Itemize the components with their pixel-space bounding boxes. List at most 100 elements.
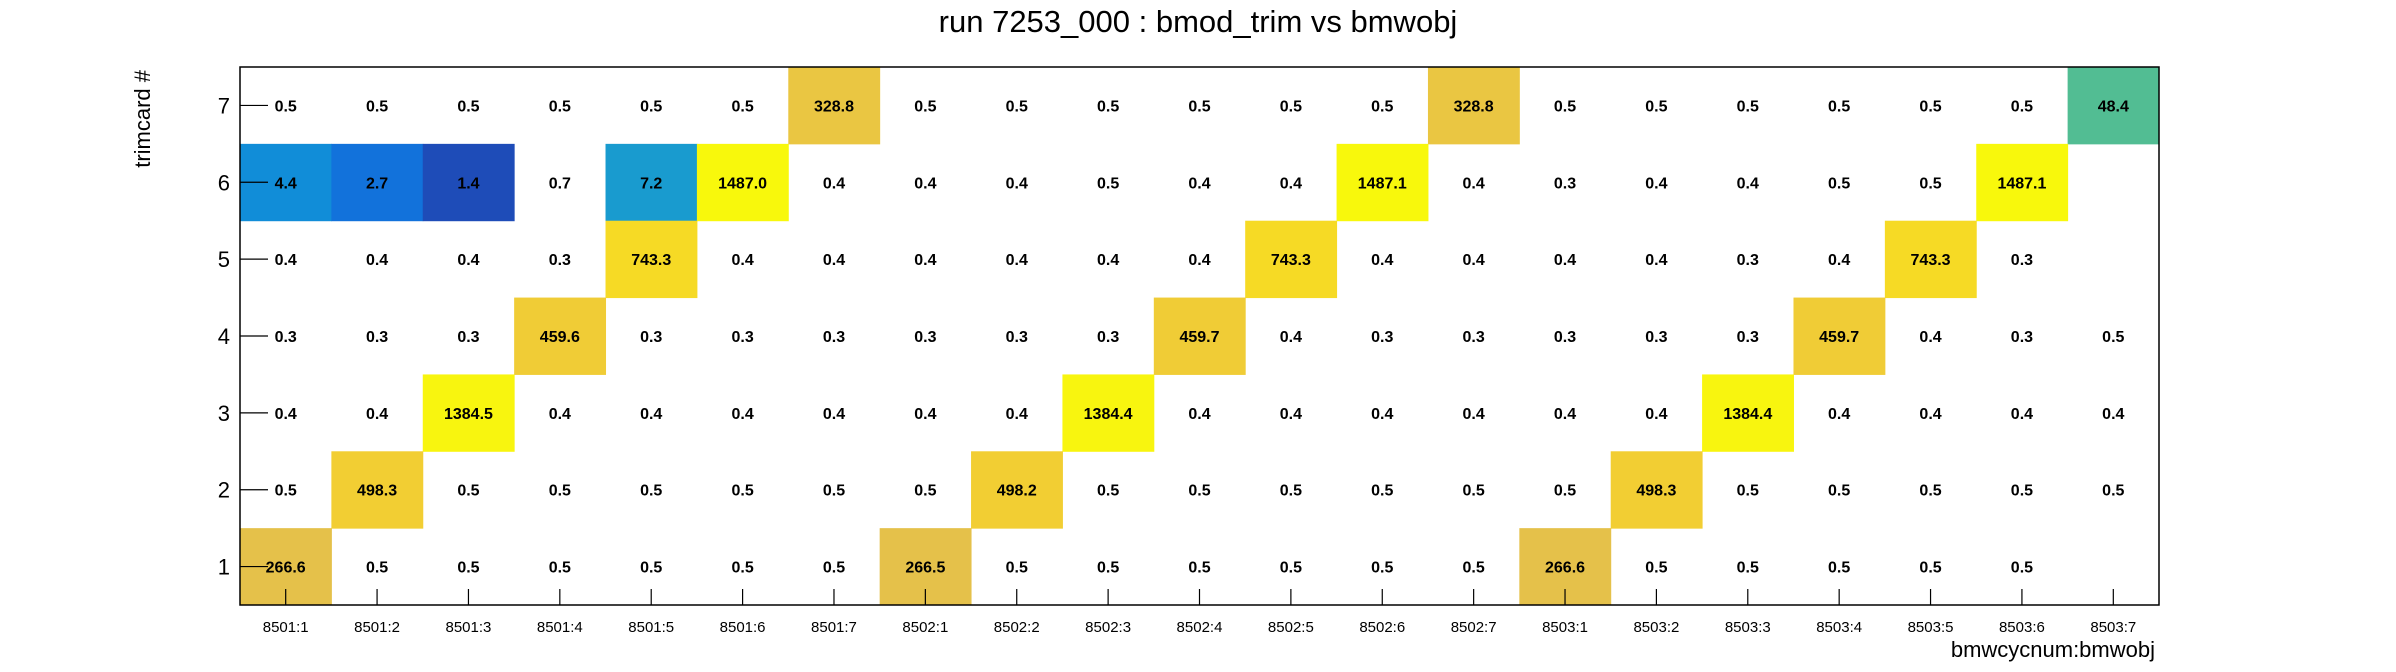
cell-value-label: 0.5 [1919, 98, 1941, 115]
cell-value-label: 0.5 [2011, 560, 2033, 577]
cell-value-label: 0.5 [1919, 560, 1941, 577]
heatmap-cells: 0.5 0.5 0.5 0.5 0.5 0.5 328.8 0.5 0.5 0.5 0.5 0.5 0.… [240, 67, 2160, 606]
y-tick-label: 2 [218, 478, 230, 503]
cell-value-label: 0.3 [1006, 329, 1028, 346]
cell-value-label: 0.4 [1280, 329, 1302, 346]
cell-value-label: 0.5 [275, 98, 297, 115]
heatmap-cell [1427, 67, 1520, 145]
cell-value-label: 7.2 [640, 175, 662, 192]
cell-value-label: 0.4 [1554, 252, 1576, 269]
cell-value-label: 0.4 [366, 406, 388, 423]
y-axis-ticks: 1 2 3 4 5 6 7 [218, 93, 268, 580]
cell-value-label: 0.5 [640, 560, 662, 577]
x-axis-title: bmwcycnum:bmwobj [1951, 637, 2155, 662]
cell-value-label: 0.5 [1828, 560, 1850, 577]
cell-value-label: 459.6 [540, 329, 580, 346]
cell-value-label: 266.6 [1545, 560, 1585, 577]
cell-value-label: 0.4 [275, 406, 297, 423]
x-tick-label: 8503:4 [1816, 619, 1862, 636]
cell-value-label: 743.3 [1271, 252, 1311, 269]
cell-value-label: 0.5 [1463, 560, 1485, 577]
cell-value-label: 0.4 [1645, 175, 1667, 192]
cell-value-label: 0.5 [731, 483, 753, 500]
cell-value-label: 0.4 [731, 406, 753, 423]
cell-value-label: 0.4 [1463, 175, 1485, 192]
heatmap-cell [2067, 67, 2160, 145]
cell-value-label: 0.5 [1463, 483, 1485, 500]
heatmap-cell [331, 143, 424, 222]
cell-value-label: 0.4 [1280, 406, 1302, 423]
cell-value-label: 0.4 [1006, 406, 1028, 423]
cell-value-label: 0.5 [823, 560, 845, 577]
x-tick-label: 8503:3 [1725, 619, 1771, 636]
cell-value-label: 0.4 [2011, 406, 2033, 423]
cell-value-label: 0.4 [914, 252, 936, 269]
cell-value-label: 0.4 [731, 252, 753, 269]
cell-value-label: 328.8 [814, 98, 854, 115]
heatmap-cell [696, 143, 789, 222]
y-tick-label: 6 [218, 170, 230, 195]
cell-value-label: 0.3 [1645, 329, 1667, 346]
y-tick-label: 5 [218, 247, 230, 272]
x-tick-label: 8502:1 [902, 619, 948, 636]
cell-value-label: 0.3 [1463, 329, 1485, 346]
cell-value-label: 0.4 [1097, 252, 1119, 269]
cell-value-label: 0.5 [1737, 98, 1759, 115]
cell-value-label: 0.4 [1006, 252, 1028, 269]
x-tick-label: 8502:4 [1177, 619, 1223, 636]
heatmap-cell [788, 67, 881, 145]
cell-value-label: 0.5 [549, 98, 571, 115]
x-tick-label: 8503:5 [1908, 619, 1954, 636]
heatmap-cell [1793, 297, 1886, 375]
cell-value-label: 0.3 [731, 329, 753, 346]
cell-value-label: 2.7 [366, 175, 388, 192]
x-tick-label: 8502:6 [1359, 619, 1405, 636]
cell-value-label: 1384.4 [1723, 406, 1772, 423]
cell-value-label: 0.4 [1188, 175, 1210, 192]
cell-value-label: 0.5 [1737, 483, 1759, 500]
cell-value-label: 0.3 [640, 329, 662, 346]
heatmap-cell [1336, 143, 1429, 222]
cell-value-label: 0.5 [457, 483, 479, 500]
cell-value-label: 0.5 [1371, 560, 1393, 577]
heatmap-cell [514, 297, 607, 375]
cell-value-label: 0.5 [1554, 98, 1576, 115]
cell-value-label: 0.5 [275, 483, 297, 500]
heatmap-cell [422, 374, 515, 452]
cell-value-label: 0.5 [1371, 483, 1393, 500]
heatmap-cell [1153, 297, 1246, 375]
heatmap-cell [1062, 374, 1155, 452]
x-axis-ticks: 8501:1 8501:2 8501:3 8501:4 8501:5 8501:6 8501… [263, 589, 2136, 636]
cell-value-label: 1.4 [457, 175, 479, 192]
cell-value-label: 0.3 [1737, 252, 1759, 269]
heatmap-cell [1976, 143, 2069, 222]
heatmap-cell [1245, 220, 1338, 299]
cell-value-label: 0.5 [1006, 98, 1028, 115]
x-tick-label: 8501:7 [811, 619, 857, 636]
x-tick-label: 8501:2 [354, 619, 400, 636]
x-tick-label: 8503:6 [1999, 619, 2045, 636]
cell-value-label: 0.5 [2011, 483, 2033, 500]
cell-value-label: 0.5 [823, 483, 845, 500]
cell-value-label: 0.5 [914, 483, 936, 500]
cell-value-label: 0.4 [823, 406, 845, 423]
cell-value-label: 0.3 [549, 252, 571, 269]
cell-value-label: 0.4 [1463, 252, 1485, 269]
cell-value-label: 0.5 [1280, 560, 1302, 577]
chart-title: run 7253_000 : bmod_trim vs bmwobj [939, 4, 1458, 39]
cell-value-label: 266.5 [905, 560, 945, 577]
cell-value-label: 0.4 [1645, 252, 1667, 269]
cell-value-label: 0.4 [1828, 406, 1850, 423]
cell-value-label: 0.4 [275, 252, 297, 269]
cell-value-label: 0.5 [731, 98, 753, 115]
cell-value-label: 0.3 [2011, 329, 2033, 346]
cell-value-label: 0.5 [640, 483, 662, 500]
heatmap-cell [1610, 451, 1703, 529]
cell-value-label: 0.5 [731, 560, 753, 577]
x-tick-label: 8503:7 [2090, 619, 2136, 636]
cell-value-label: 0.3 [275, 329, 297, 346]
cell-value-label: 0.5 [1371, 98, 1393, 115]
cell-value-label: 0.3 [2011, 252, 2033, 269]
cell-value-label: 0.4 [1463, 406, 1485, 423]
